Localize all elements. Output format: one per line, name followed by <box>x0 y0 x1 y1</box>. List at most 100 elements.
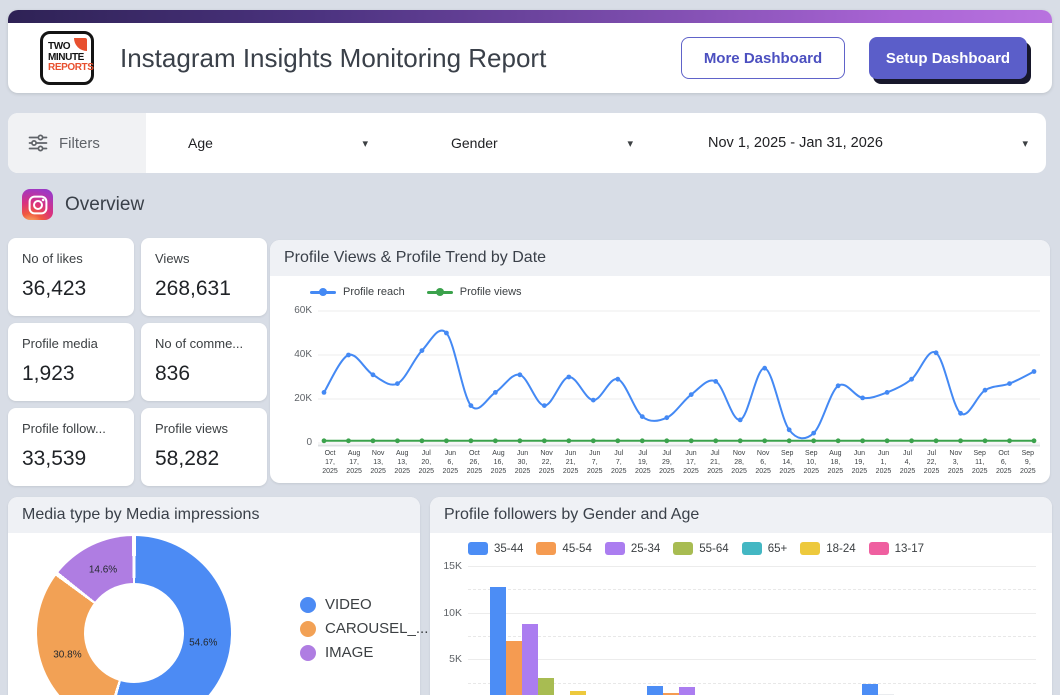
bar-chart <box>468 533 1036 695</box>
bar-chart-card: Profile followers by Gender and Age 35-4… <box>430 497 1052 695</box>
kpi-label: Profile media <box>22 336 126 351</box>
bar-35-44 <box>490 587 506 695</box>
minor-gridline <box>468 589 1036 590</box>
header-buttons: More Dashboard Setup Dashboard <box>681 37 1027 79</box>
legend-label: IMAGE <box>325 644 373 661</box>
x-tick-label: Jul22,2025 <box>920 449 944 476</box>
minor-gridline <box>468 636 1036 637</box>
kpi-value: 268,631 <box>155 277 259 301</box>
instagram-camera-glyph <box>26 193 50 217</box>
line-chart-title: Profile Views & Profile Trend by Date <box>284 249 546 267</box>
line-chart-body: Profile reachProfile views 60K40K20K0 Oc… <box>270 276 1050 483</box>
line-chart-card: Profile Views & Profile Trend by Date Pr… <box>270 240 1050 483</box>
chevron-down-icon: ▾ <box>362 137 368 150</box>
line-chart-header: Profile Views & Profile Trend by Date <box>270 240 1050 276</box>
slice-percent-label: 14.6% <box>89 565 117 576</box>
bar-25-34 <box>522 624 538 695</box>
chevron-down-icon: ▾ <box>1022 137 1028 150</box>
filters-icon <box>28 133 48 153</box>
logo-line: REPORTS <box>48 63 91 74</box>
x-tick-label: Nov22,2025 <box>535 449 559 476</box>
dashboard-page: TWO MINUTE REPORTS Instagram Insights Mo… <box>0 0 1060 695</box>
bar-chart-header: Profile followers by Gender and Age <box>430 497 1052 533</box>
legend-dot-icon <box>300 621 316 637</box>
y-tick-label: 20K <box>272 393 312 404</box>
legend-item: IMAGE <box>300 644 428 661</box>
bar-55-64 <box>538 678 554 695</box>
legend-item: CAROUSEL_... <box>300 620 428 637</box>
header-row: TWO MINUTE REPORTS Instagram Insights Mo… <box>8 23 1052 93</box>
kpi-label: No of comme... <box>155 336 259 351</box>
section-title: Overview <box>65 194 144 216</box>
x-tick-label: Nov6,2025 <box>751 449 775 476</box>
bar-45-54 <box>506 641 522 695</box>
legend-item: VIDEO <box>300 596 428 613</box>
page-title: Instagram Insights Monitoring Report <box>120 43 546 74</box>
gender-filter-dropdown[interactable]: Gender ▾ <box>451 113 633 173</box>
gender-filter-label: Gender <box>451 135 498 151</box>
x-tick-label: Jun17,2025 <box>679 449 703 476</box>
x-tick-label: Jun1,2025 <box>871 449 895 476</box>
header: TWO MINUTE REPORTS Instagram Insights Mo… <box>8 10 1052 93</box>
slice-percent-label: 54.6% <box>189 638 217 649</box>
kpi-label: Views <box>155 251 259 266</box>
filters-chip[interactable]: Filters <box>8 113 146 173</box>
kpi-value: 36,423 <box>22 277 126 301</box>
x-tick-label: Sep9,2025 <box>1016 449 1040 476</box>
instagram-icon <box>22 189 53 220</box>
gridline <box>468 613 1036 614</box>
bar-25-34 <box>679 687 695 695</box>
line-chart <box>318 276 1040 448</box>
legend-label: CAROUSEL_... <box>325 620 428 637</box>
date-range-dropdown[interactable]: Nov 1, 2025 - Jan 31, 2026 ▾ <box>708 113 1028 173</box>
x-tick-label: Oct17,2025 <box>318 449 342 476</box>
chevron-down-icon: ▾ <box>627 137 633 150</box>
gridline <box>468 566 1036 567</box>
kpi-label: Profile views <box>155 421 259 436</box>
x-tick-label: Nov13,2025 <box>366 449 390 476</box>
donut-chart-card: Media type by Media impressions 54.6%30.… <box>8 497 420 695</box>
age-filter-dropdown[interactable]: Age ▾ <box>188 113 368 173</box>
x-tick-label: Aug13,2025 <box>390 449 414 476</box>
x-tick-label: Jun6,2025 <box>438 449 462 476</box>
date-range-value: Nov 1, 2025 - Jan 31, 2026 <box>708 135 883 151</box>
setup-dashboard-button[interactable]: Setup Dashboard <box>869 37 1027 79</box>
kpi-value: 58,282 <box>155 447 259 471</box>
kpi-value: 1,923 <box>22 362 126 386</box>
x-tick-label: Jun19,2025 <box>847 449 871 476</box>
x-tick-label: Oct6,2025 <box>992 449 1016 476</box>
kpi-label: No of likes <box>22 251 126 266</box>
legend-dot-icon <box>300 645 316 661</box>
x-tick-label: Jul21,2025 <box>703 449 727 476</box>
bar-35-44 <box>862 684 878 695</box>
x-tick-label: Oct26,2025 <box>462 449 486 476</box>
x-tick-label: Jul20,2025 <box>414 449 438 476</box>
overview-section-header: Overview <box>22 189 144 220</box>
x-tick-label: Aug17,2025 <box>342 449 366 476</box>
gridline <box>468 659 1036 660</box>
y-tick-label: 40K <box>272 349 312 360</box>
x-tick-label: Aug18,2025 <box>823 449 847 476</box>
x-tick-label: Nov3,2025 <box>944 449 968 476</box>
kpi-card-likes: No of likes 36,423 <box>8 238 134 316</box>
x-tick-label: Jul29,2025 <box>655 449 679 476</box>
kpi-card-views: Views 268,631 <box>141 238 267 316</box>
line-chart-x-axis: Oct17,2025Aug17,2025Nov13,2025Aug13,2025… <box>318 449 1040 476</box>
y-tick-label: 60K <box>272 305 312 316</box>
kpi-card-followers: Profile follow... 33,539 <box>8 408 134 486</box>
kpi-grid: No of likes 36,423 Views 268,631 Profile… <box>8 238 267 486</box>
x-tick-label: Jun21,2025 <box>559 449 583 476</box>
donut-chart-header: Media type by Media impressions <box>8 497 420 533</box>
y-tick-label: 0 <box>272 437 312 448</box>
donut-chart: 54.6%30.8%14.6% <box>37 536 231 695</box>
x-tick-label: Jun7,2025 <box>583 449 607 476</box>
x-tick-label: Nov28,2025 <box>727 449 751 476</box>
bar-chart-title: Profile followers by Gender and Age <box>444 506 699 524</box>
filters-label: Filters <box>59 135 100 152</box>
filters-bar: Filters Age ▾ Gender ▾ Nov 1, 2025 - Jan… <box>8 113 1046 173</box>
y-tick-label: 5K <box>430 653 462 665</box>
more-dashboard-button[interactable]: More Dashboard <box>681 37 845 79</box>
x-tick-label: Jul4,2025 <box>896 449 920 476</box>
header-gradient-bar <box>8 10 1052 23</box>
bar-chart-body: 35-4445-5425-3455-6465+18-2413-17 15K10K… <box>430 533 1052 695</box>
